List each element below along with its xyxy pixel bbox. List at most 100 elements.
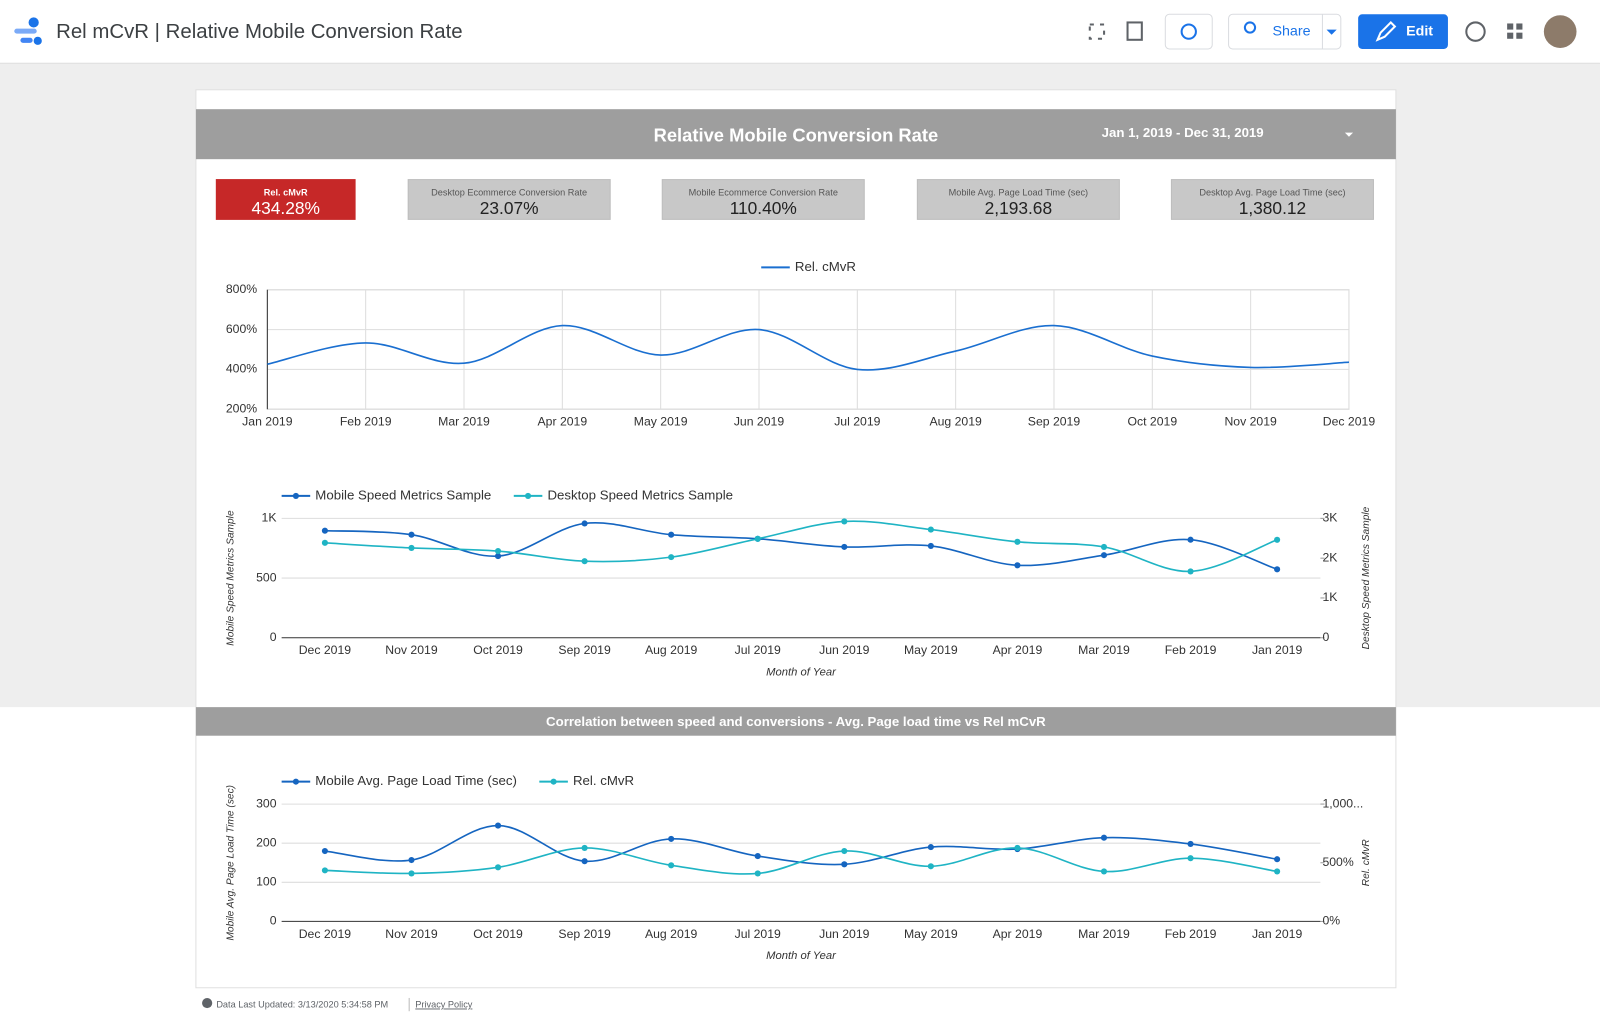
y2-tick-label: 0% [1322, 914, 1340, 928]
logo-bar [20, 38, 32, 43]
x-tick-label: Aug 2019 [645, 927, 698, 941]
apps-square [1516, 33, 1522, 39]
point [1274, 856, 1280, 862]
point [1101, 835, 1107, 841]
apps-square [1507, 33, 1513, 39]
avatar[interactable] [1544, 15, 1577, 48]
apps-square [1507, 23, 1513, 29]
y2-tick-label: 0 [1322, 630, 1329, 644]
x-tick-label: Mar 2019 [1078, 927, 1130, 941]
point [1274, 868, 1280, 874]
x-axis-title: Month of Year [766, 950, 837, 962]
point [582, 858, 588, 864]
y-tick-label: 600% [226, 322, 257, 336]
x-tick-label: Apr 2019 [993, 643, 1043, 657]
point [841, 861, 847, 867]
y-tick-label: 400% [226, 362, 257, 376]
x-tick-label: May 2019 [904, 927, 958, 941]
section-title: Correlation between speed and conversion… [546, 714, 1046, 729]
x-tick-label: Feb 2019 [1165, 643, 1217, 657]
point [582, 558, 588, 564]
legend-dot [551, 779, 557, 785]
point [582, 845, 588, 851]
point [841, 518, 847, 524]
x-axis-title: Month of Year [766, 666, 837, 678]
point [1014, 539, 1020, 545]
y-axis-title: Mobile Speed Metrics Sample [225, 510, 236, 646]
report-name: Rel mCvR | Relative Mobile Conversion Ra… [56, 21, 462, 43]
x-tick-label: Nov 2019 [1224, 415, 1277, 429]
logo-bar [14, 29, 36, 34]
point [408, 870, 414, 876]
scorecard-label: Desktop Avg. Page Load Time (sec) [1199, 187, 1345, 197]
x-tick-label: Mar 2019 [438, 415, 490, 429]
x-tick-label: Oct 2019 [473, 927, 523, 941]
point [1274, 566, 1280, 572]
point [408, 857, 414, 863]
legend-dot [293, 493, 299, 499]
y2-axis-title: Desktop Speed Metrics Sample [1361, 506, 1372, 649]
point [322, 848, 328, 854]
point [322, 867, 328, 873]
point [755, 536, 761, 542]
point [1101, 868, 1107, 874]
y2-tick-label: 1,000... [1322, 796, 1363, 810]
x-tick-label: Aug 2019 [929, 415, 982, 429]
point [1187, 568, 1193, 574]
x-tick-label: Dec 2019 [299, 643, 352, 657]
date-range[interactable]: Jan 1, 2019 - Dec 31, 2019 [1102, 125, 1264, 140]
y2-tick-label: 500% [1322, 855, 1353, 869]
y-tick-label: 200 [256, 835, 277, 849]
point [582, 520, 588, 526]
x-tick-label: Feb 2019 [1165, 927, 1217, 941]
x-tick-label: Aug 2019 [645, 643, 698, 657]
last-updated: Data Last Updated: 3/13/2020 5:34:58 PM [216, 1000, 388, 1010]
report-title: Relative Mobile Conversion Rate [654, 125, 939, 146]
logo-dot [29, 17, 39, 27]
legend-label: Mobile Avg. Page Load Time (sec) [315, 773, 517, 788]
point [668, 836, 674, 842]
y-tick-label: 500 [256, 570, 277, 584]
x-tick-label: Feb 2019 [340, 415, 392, 429]
y-tick-label: 0 [270, 914, 277, 928]
point [928, 527, 934, 533]
x-tick-label: Dec 2019 [1323, 415, 1376, 429]
x-tick-label: May 2019 [634, 415, 688, 429]
point [1187, 855, 1193, 861]
point [841, 848, 847, 854]
legend-label: Rel. cMvR [573, 773, 634, 788]
point [322, 540, 328, 546]
x-tick-label: Apr 2019 [993, 927, 1043, 941]
point [1014, 845, 1020, 851]
x-tick-label: Mar 2019 [1078, 643, 1130, 657]
point [668, 862, 674, 868]
point [1274, 537, 1280, 543]
scorecard-value: 23.07% [480, 198, 539, 218]
x-tick-label: Sep 2019 [558, 643, 611, 657]
x-tick-label: Jun 2019 [819, 643, 870, 657]
x-tick-label: Jul 2019 [834, 415, 880, 429]
scorecard-value: 1,380.12 [1239, 198, 1306, 218]
scorecard-value: 434.28% [252, 198, 320, 218]
point [1101, 544, 1107, 550]
share-label[interactable]: Share [1272, 23, 1310, 39]
y-tick-label: 1K [262, 511, 278, 525]
y2-axis-title: Rel. cMvR [1361, 839, 1372, 887]
x-tick-label: Nov 2019 [385, 927, 438, 941]
edit-button[interactable] [1358, 14, 1448, 49]
point [495, 548, 501, 554]
x-tick-label: Nov 2019 [385, 643, 438, 657]
apps-square [1516, 23, 1522, 29]
privacy-link[interactable]: Privacy Policy [415, 1000, 472, 1010]
point [668, 532, 674, 538]
point [495, 823, 501, 829]
point [408, 545, 414, 551]
refresh-button[interactable] [1165, 14, 1212, 49]
point [322, 528, 328, 534]
x-tick-label: Dec 2019 [299, 927, 352, 941]
x-tick-label: Sep 2019 [558, 927, 611, 941]
x-tick-label: Jul 2019 [735, 927, 781, 941]
edit-label[interactable]: Edit [1406, 23, 1433, 39]
